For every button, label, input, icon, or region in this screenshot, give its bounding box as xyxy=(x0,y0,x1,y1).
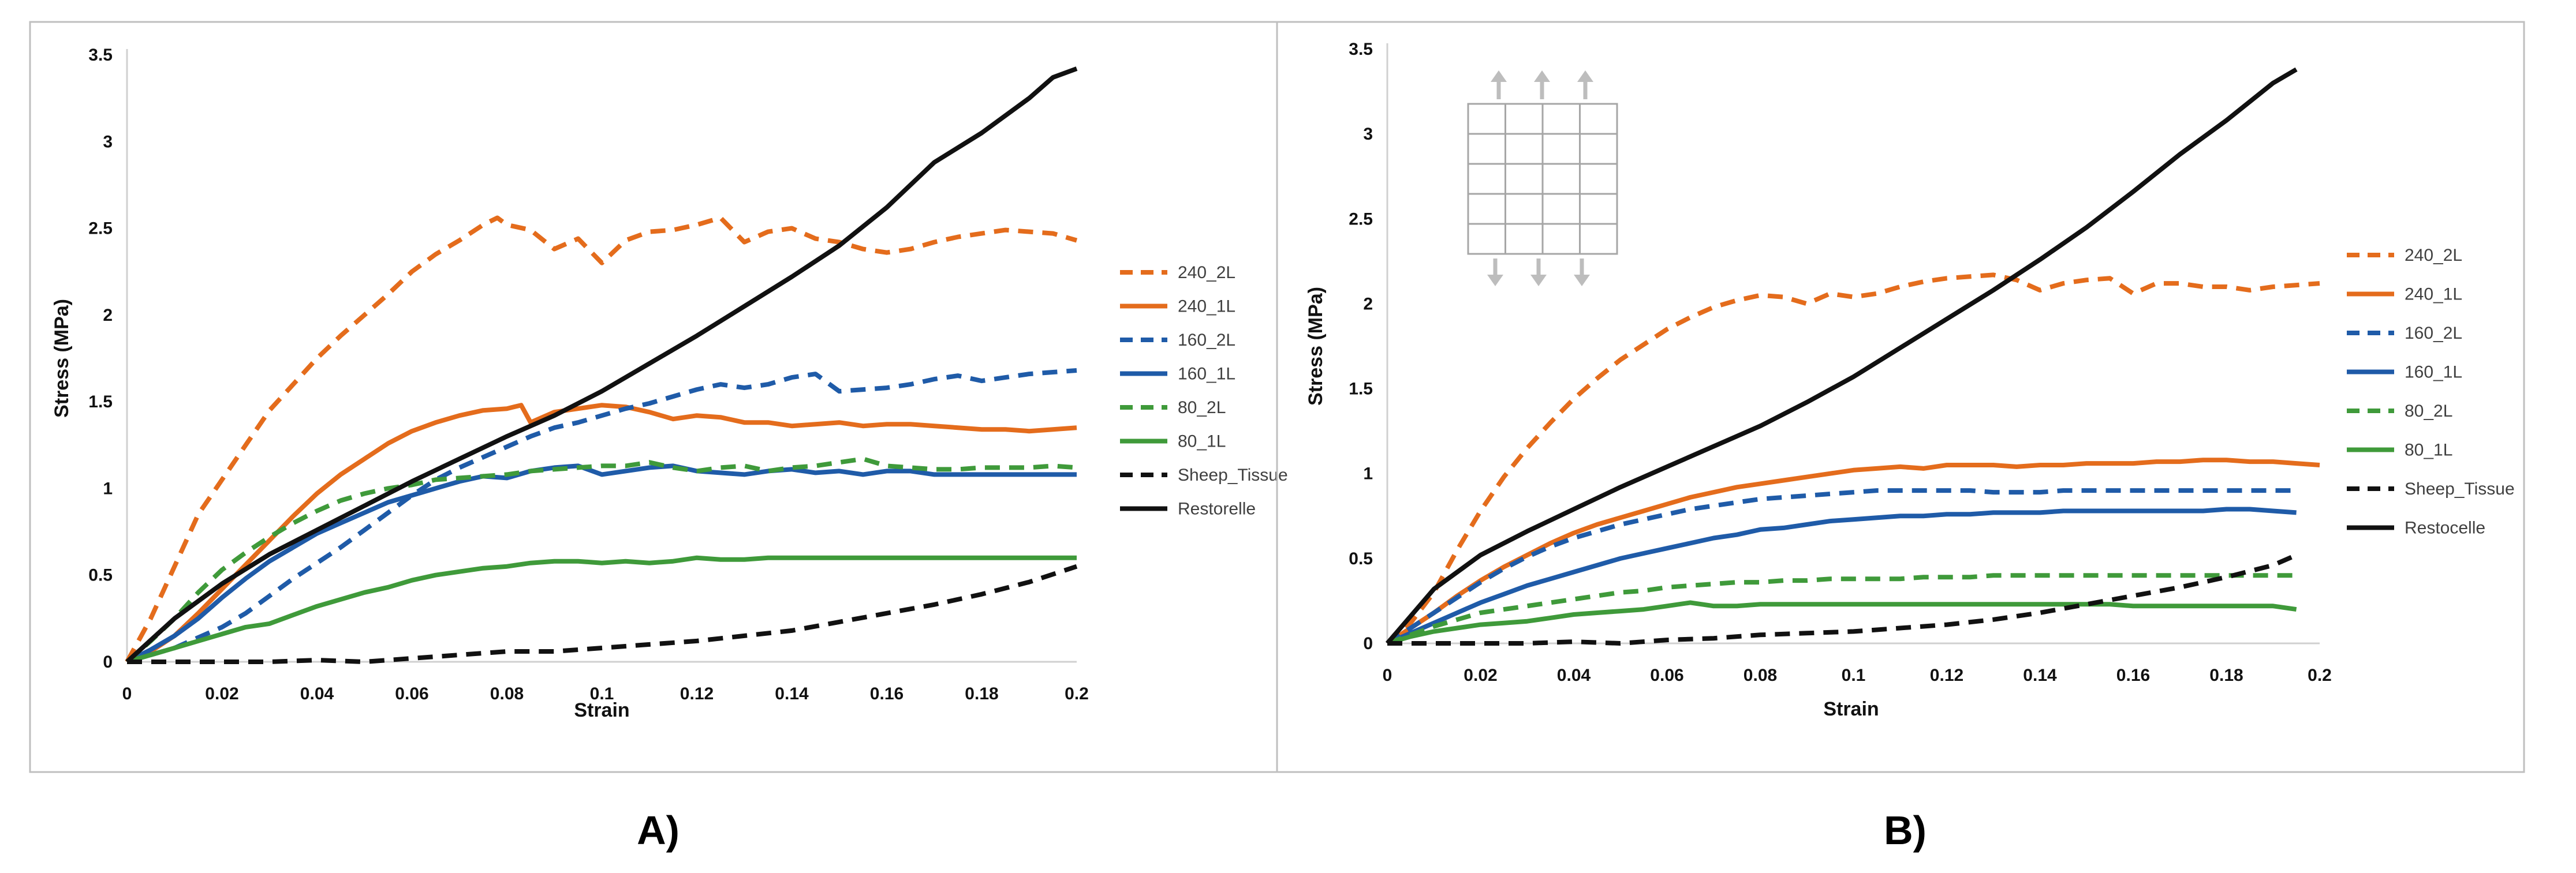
x-tick-label: 0.12 xyxy=(1930,666,1963,685)
y-tick-label: 1 xyxy=(1363,464,1373,484)
series-line-240-2l xyxy=(125,215,1078,663)
x-tick-label: 0.02 xyxy=(205,684,238,703)
series-line-240-2l xyxy=(1386,272,2320,646)
series-line-160-2l xyxy=(126,368,1077,664)
panel-b-label: B) xyxy=(1884,808,1927,853)
legend-label: Sheep_Tissue xyxy=(2405,479,2515,499)
series-line-sheep-tissue xyxy=(1387,553,2298,646)
legend-label: 240_1L xyxy=(1178,297,1235,316)
legend-label: 160_2L xyxy=(2405,324,2462,343)
x-tick-label: 0.18 xyxy=(2209,666,2243,685)
y-tick-label: 2.5 xyxy=(88,219,113,238)
series-line-sheep-tissue xyxy=(127,564,1078,664)
legend-label: 80_1L xyxy=(1178,432,1226,451)
tension-arrow-up-icon xyxy=(1577,70,1593,82)
x-tick-label: 0.18 xyxy=(965,684,998,703)
tension-arrow-down-icon xyxy=(1487,275,1503,286)
legend-label: Restocelle xyxy=(2405,519,2485,538)
y-tick-label: 3.5 xyxy=(1349,40,1373,59)
legend-label: Restorelle xyxy=(1178,500,1256,519)
series-line-160-2l xyxy=(1386,488,2297,646)
x-tick-label: 0.1 xyxy=(1842,666,1866,685)
tension-arrow-up-icon xyxy=(1491,70,1507,82)
series-line-80-1l xyxy=(126,555,1077,664)
x-tick-label: 0.1 xyxy=(590,684,614,703)
legend-label: 160_1L xyxy=(2405,363,2462,382)
series-line-160-1l xyxy=(126,463,1077,664)
y-tick-label: 3 xyxy=(1363,125,1373,144)
y-axis-label: Stress (MPa) xyxy=(51,299,73,418)
x-tick-label: 0.16 xyxy=(2116,666,2150,685)
y-tick-label: 1 xyxy=(103,479,113,498)
x-tick-label: 0.04 xyxy=(300,684,334,703)
legend-label: 160_1L xyxy=(1178,365,1235,384)
x-tick-label: 0.08 xyxy=(1744,666,1777,685)
series-line-240-1l xyxy=(126,403,1077,664)
legend-label: 80_2L xyxy=(2405,402,2452,421)
y-tick-label: 3 xyxy=(103,132,113,151)
series-line-restorelle xyxy=(125,66,1078,664)
x-tick-label: 0.2 xyxy=(1065,684,1089,703)
y-tick-label: 0 xyxy=(103,653,113,672)
y-tick-label: 3.5 xyxy=(88,46,113,65)
x-tick-label: 0.14 xyxy=(2023,666,2057,685)
x-tick-label: 0.06 xyxy=(395,684,428,703)
x-tick-label: 0.08 xyxy=(490,684,524,703)
y-tick-label: 1.5 xyxy=(88,392,113,411)
y-axis-label: Stress (MPa) xyxy=(1305,287,1327,406)
legend-label: 80_2L xyxy=(1178,398,1226,417)
y-tick-label: 0.5 xyxy=(1349,549,1373,568)
legend-label: Sheep_Tissue xyxy=(1178,466,1288,485)
legend-label: 240_2L xyxy=(1178,263,1235,282)
series-line-80-2l xyxy=(125,456,1077,664)
x-tick-label: 0.12 xyxy=(680,684,714,703)
panel-b-chart: 0 0.5 1 1.5 2 2.5 3 3.5 0 0.02 0.04 0.06 0.08 0.1 0.12… xyxy=(1276,21,2525,773)
y-tick-label: 2 xyxy=(1363,294,1373,313)
panel-a-chart: 0 0.5 1 1.5 2 2.5 3 3.5 0 0.02 0.04 0.06 0.08 0.1 0.12… xyxy=(29,21,1288,773)
tension-arrow-down-icon xyxy=(1574,275,1590,286)
legend-label: 160_2L xyxy=(1178,331,1235,350)
legend-label: 240_2L xyxy=(2405,246,2462,265)
series-line-restocelle xyxy=(1385,67,2298,645)
y-tick-label: 1.5 xyxy=(1349,380,1373,399)
x-tick-label: 0.2 xyxy=(2308,666,2332,685)
legend-label: 80_1L xyxy=(2405,441,2452,460)
legend-label: 240_1L xyxy=(2405,285,2462,304)
x-tick-label: 0.16 xyxy=(870,684,904,703)
x-axis-label: Strain xyxy=(574,699,629,721)
series-line-160-1l xyxy=(1386,507,2297,646)
y-tick-label: 0.5 xyxy=(88,566,113,585)
y-tick-label: 2 xyxy=(103,306,113,325)
panel-a-label: A) xyxy=(637,808,680,853)
chart-frame xyxy=(1276,21,2525,773)
x-tick-label: 0.02 xyxy=(1464,666,1497,685)
series-line-80-2l xyxy=(1386,573,2297,646)
series-line-240-1l xyxy=(1386,458,2320,646)
tension-arrow-down-icon xyxy=(1530,275,1547,286)
x-tick-label: 0.06 xyxy=(1650,666,1683,685)
x-tick-label: 0 xyxy=(122,684,132,703)
x-tick-label: 0 xyxy=(1383,666,1392,685)
y-tick-label: 0 xyxy=(1363,634,1373,653)
x-axis-label: Strain xyxy=(1823,698,1879,720)
series-line-80-1l xyxy=(1386,600,2297,646)
x-tick-label: 0.14 xyxy=(775,684,809,703)
tension-arrow-up-icon xyxy=(1534,70,1550,82)
x-tick-label: 0.04 xyxy=(1557,666,1591,685)
y-tick-label: 2.5 xyxy=(1349,209,1373,228)
